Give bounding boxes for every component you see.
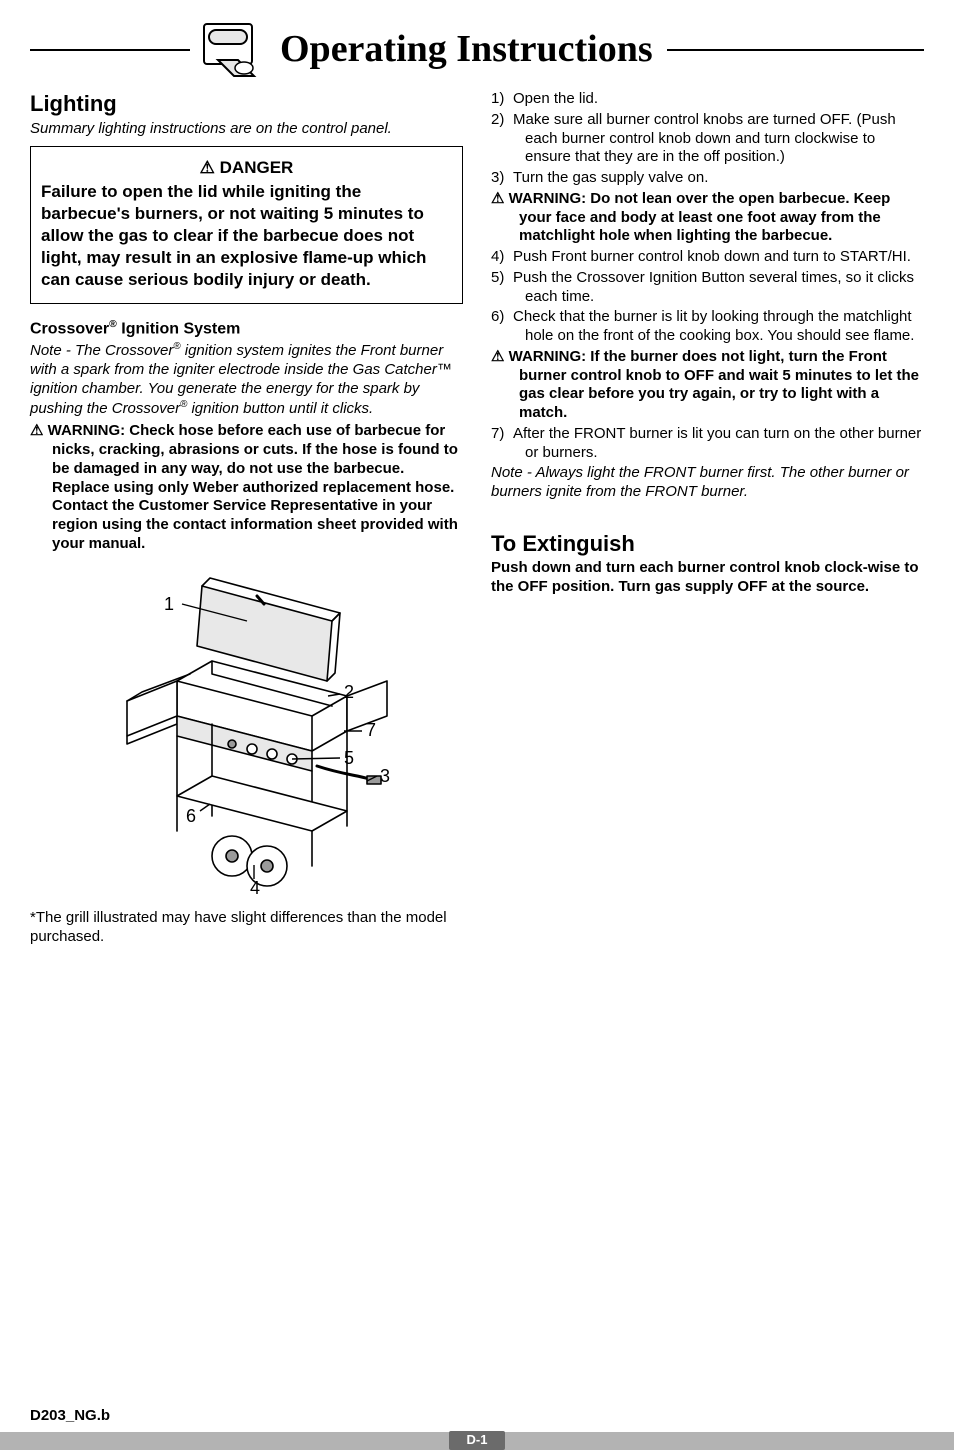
closing-note: Note - Always light the FRONT burner fir… [491, 464, 924, 502]
lean-warning: ⚠ WARNING: Do not lean over the open bar… [491, 190, 924, 246]
step-1: 1)Open the lid. [491, 90, 924, 109]
fig-label-1: 1 [164, 594, 174, 614]
step-5: 5)Push the Crossover Ignition Button sev… [491, 269, 924, 307]
danger-box: ⚠ DANGER Failure to open the lid while i… [30, 146, 463, 304]
step-4: 4)Push Front burner control knob down an… [491, 248, 924, 267]
step-3: 3)Turn the gas supply valve on. [491, 169, 924, 188]
nolight-warning: ⚠ WARNING: If the burner does not light,… [491, 348, 924, 423]
book-icon [196, 20, 266, 80]
extinguish-heading: To Extinguish [491, 530, 924, 558]
step-2: 2)Make sure all burner control knobs are… [491, 111, 924, 167]
fig-label-7: 7 [366, 720, 376, 740]
footer-bar: D-1 [0, 1432, 954, 1450]
page-title: Operating Instructions [272, 26, 667, 74]
page-number: D-1 [449, 1431, 506, 1449]
steps-list-a: 1)Open the lid. 2)Make sure all burner c… [491, 90, 924, 188]
fig-label-2: 2 [344, 682, 354, 702]
step-7: 7)After the FRONT burner is lit you can … [491, 425, 924, 463]
danger-title: ⚠ DANGER [41, 157, 452, 178]
fig-label-6: 6 [186, 806, 196, 826]
fig-label-5: 5 [344, 748, 354, 768]
left-column: Lighting Summary lighting instructions a… [30, 90, 463, 947]
header-rule-right [667, 49, 924, 51]
danger-body: Failure to open the lid while igniting t… [41, 181, 452, 291]
hose-warning: ⚠ WARNING: Check hose before each use of… [30, 422, 463, 553]
doc-code: D203_NG.b [30, 1407, 924, 1426]
right-column: 1)Open the lid. 2)Make sure all burner c… [491, 90, 924, 947]
crossover-note: Note - The Crossover® ignition system ig… [30, 341, 463, 418]
footer-spacer [30, 947, 924, 1367]
content-columns: Lighting Summary lighting instructions a… [30, 90, 924, 947]
lighting-summary: Summary lighting instructions are on the… [30, 120, 463, 139]
header-rule-left [30, 49, 190, 51]
fig-label-4: 4 [250, 878, 260, 896]
page-header: Operating Instructions [30, 20, 924, 80]
step-6: 6)Check that the burner is lit by lookin… [491, 308, 924, 346]
extinguish-body: Push down and turn each burner control k… [491, 559, 924, 597]
lighting-heading: Lighting [30, 90, 463, 118]
figure-caption: *The grill illustrated may have slight d… [30, 909, 463, 947]
grill-diagram: 1 2 3 4 5 6 7 [30, 566, 463, 902]
steps-list-b: 4)Push Front burner control knob down an… [491, 248, 924, 346]
fig-label-3: 3 [380, 766, 390, 786]
crossover-heading: Crossover® Ignition System [30, 318, 463, 339]
steps-list-c: 7)After the FRONT burner is lit you can … [491, 425, 924, 463]
